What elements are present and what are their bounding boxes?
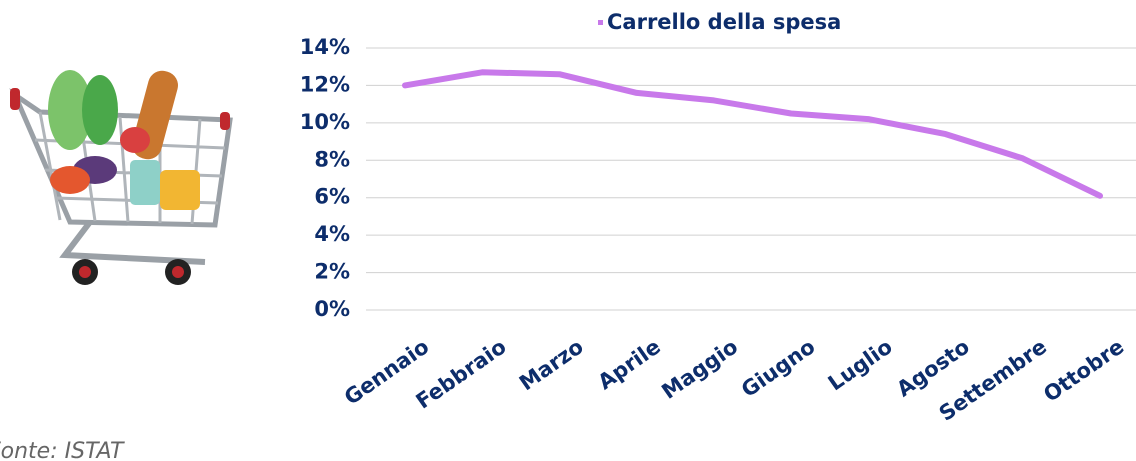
legend-label: Carrello della spesa: [607, 10, 841, 34]
y-tick-label: 8%: [314, 147, 350, 171]
x-tick-label: Aprile: [594, 334, 665, 394]
y-tick-label: 12%: [300, 72, 350, 96]
y-tick-label: 6%: [314, 185, 350, 209]
x-tick-label: Giugno: [737, 334, 819, 402]
y-tick-label: 14%: [300, 35, 350, 59]
y-tick-label: 2%: [314, 260, 350, 284]
y-tick-label: 0%: [314, 297, 350, 321]
y-tick-label: 4%: [314, 222, 350, 246]
x-tick-label: Maggio: [657, 334, 742, 403]
y-tick-label: 10%: [300, 110, 350, 134]
cart-illustration: [9, 70, 233, 285]
source-note: Fonte: ISTAT: [0, 439, 125, 461]
x-tick-label: Marzo: [515, 334, 588, 395]
x-tick-label: Luglio: [824, 334, 897, 395]
series-line: [402, 69, 1103, 199]
x-tick-label: Ottobre: [1039, 334, 1128, 406]
legend-swatch: [598, 20, 603, 25]
